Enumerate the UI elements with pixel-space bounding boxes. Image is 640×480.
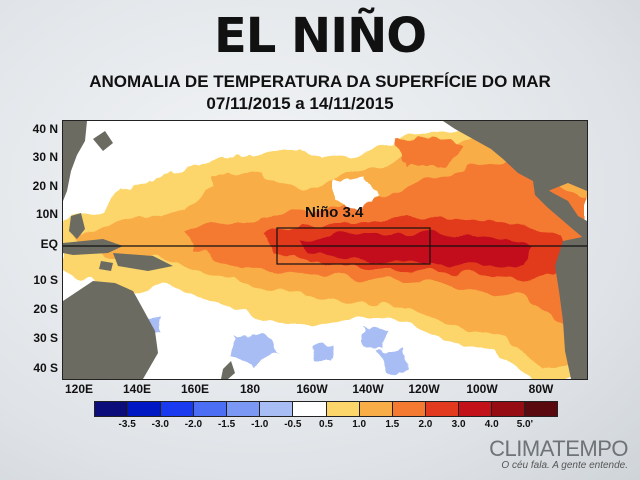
lat-label-eq: EQ	[40, 237, 58, 251]
lat-label-40s: 40 S	[33, 361, 58, 375]
sst-anomaly-map	[62, 120, 588, 380]
legend-label: -3.5	[118, 419, 136, 430]
nino34-box	[276, 227, 431, 265]
land-indonesia	[63, 213, 173, 271]
legend-label: -1.5	[217, 419, 236, 430]
warm-deep-region	[298, 233, 533, 266]
legend-label: -1.0	[251, 419, 269, 430]
legend-label: -3.0	[151, 419, 169, 430]
lat-label-10n: 10N	[35, 207, 58, 221]
legend-swatch	[161, 402, 195, 416]
legend-swatch	[525, 402, 558, 416]
legend-swatch	[227, 402, 261, 416]
legend-label: 2.0	[418, 419, 433, 430]
legend-label: -0.5	[284, 419, 302, 430]
lat-label-20n: 20 N	[32, 179, 58, 193]
lon-label-80w: 80W	[528, 382, 554, 396]
brand-tagline: O céu fala. A gente entende.	[501, 460, 628, 471]
lon-label-160w: 160W	[296, 382, 328, 396]
legend-swatch	[491, 402, 526, 416]
color-scale-bar	[94, 401, 558, 417]
legend-swatch	[359, 402, 393, 416]
land-north-america	[443, 121, 587, 191]
map-canvas	[63, 121, 587, 379]
land-central-america	[533, 181, 587, 241]
legend-swatch	[128, 402, 162, 416]
date-range: 07/11/2015 a 14/11/2015	[206, 94, 394, 113]
land-south-america	[555, 236, 587, 379]
lat-label-10s: 10 S	[33, 273, 58, 287]
brand-name: CLIMATEMPO	[489, 436, 628, 461]
legend-swatch	[392, 402, 426, 416]
lon-label-140e: 140E	[122, 382, 152, 396]
brand-logo: CLIMATEMPO O céu fala. A gente entende.	[489, 436, 628, 472]
land-masses	[63, 121, 587, 379]
legend-swatch	[326, 402, 360, 416]
lon-label-160e: 160E	[180, 382, 210, 396]
legend-label: 1.0	[352, 419, 367, 430]
lat-label-40n: 40 N	[32, 122, 58, 136]
lat-label-30n: 30 N	[32, 150, 58, 164]
lon-label-120e: 120E	[64, 382, 94, 396]
land-asia	[63, 121, 87, 201]
legend-swatch	[95, 402, 129, 416]
legend-label: -2.0	[184, 419, 203, 430]
cool-anomalies	[143, 317, 408, 373]
legend-swatch	[194, 402, 228, 416]
main-title: EL NIÑO	[213, 8, 427, 64]
lon-label-100w: 100W	[466, 382, 498, 396]
legend-label: 4.0	[484, 419, 499, 430]
legend-swatch	[458, 402, 492, 416]
legend-swatch	[293, 402, 327, 416]
land-australia	[63, 281, 158, 379]
map-subtitle: ANOMALIA DE TEMPERATURA DA SUPERFÍCIE DO…	[89, 72, 551, 91]
lat-label-20s: 20 S	[33, 302, 58, 316]
legend-swatch	[425, 402, 459, 416]
legend-label: 0.5	[319, 419, 333, 430]
lon-label-120w: 120W	[408, 382, 440, 396]
legend-label: 3.0	[451, 419, 466, 430]
legend-label: 1.5	[385, 419, 400, 430]
lon-label-180: 180	[239, 382, 261, 396]
legend-swatch	[260, 402, 294, 416]
lat-label-30s: 30 S	[33, 331, 58, 345]
lon-label-140w: 140W	[352, 382, 384, 396]
legend-label: 5.0'	[516, 419, 533, 430]
nino34-label: Niño 3.4	[305, 204, 364, 221]
